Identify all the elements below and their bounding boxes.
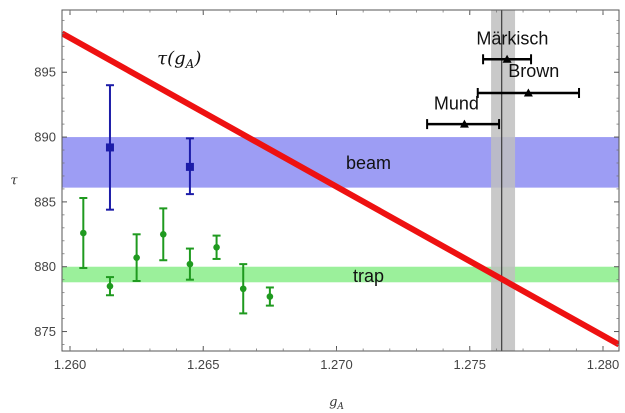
tau-curve-label-sub: A <box>185 57 195 71</box>
x-axis-label: gA <box>329 395 344 412</box>
y-tick-label: 890 <box>34 130 56 145</box>
x-tick-label: 1.260 <box>54 357 87 372</box>
x-tick-label: 1.275 <box>453 357 486 372</box>
trap-point <box>239 285 247 293</box>
beam-point <box>185 162 194 171</box>
tau-curve-label-tail: ) <box>193 48 201 69</box>
y-tick-label: 895 <box>34 65 56 80</box>
trap-point <box>106 282 114 290</box>
beam-band <box>62 137 619 188</box>
y-axis-label: τ <box>10 174 18 189</box>
trap-band-label: trap <box>353 266 384 286</box>
trap-point <box>80 229 87 237</box>
measurement-point <box>459 119 469 128</box>
x-axis-label-main: g <box>329 395 337 410</box>
trap-point <box>186 260 194 268</box>
tau-curve-label-main: τ(g <box>157 48 186 69</box>
plot-frame <box>61 9 620 352</box>
trap-band <box>62 266 619 283</box>
tau-curve-label: τ(gA) <box>157 48 201 71</box>
measurement-point <box>502 54 512 63</box>
measurement-label: Brown <box>508 61 559 81</box>
x-axis-label-sub: A <box>336 402 344 412</box>
trap-point <box>159 231 167 238</box>
axis-ticks: 1.260 1.265 1.270 1.275 1.280 875 880 885 890 895 <box>34 10 619 372</box>
y-tick-label: 875 <box>34 324 56 339</box>
measurement-label: Märkisch <box>476 29 548 49</box>
gA-average-band <box>491 10 516 351</box>
trap-point <box>213 243 220 251</box>
trap-point <box>133 254 140 261</box>
measurement-label: Mund <box>434 93 479 113</box>
trap-point <box>266 293 274 300</box>
tau-curve <box>62 30 619 348</box>
beam-point <box>105 143 114 152</box>
plot-area <box>62 10 619 351</box>
y-tick-label: 885 <box>34 194 56 209</box>
x-tick-label: 1.265 <box>187 357 220 372</box>
beam-band-label: beam <box>346 153 391 173</box>
x-tick-label: 1.280 <box>587 357 620 372</box>
measurement-point <box>523 88 533 97</box>
x-tick-label: 1.270 <box>320 357 353 372</box>
y-tick-label: 880 <box>34 259 56 274</box>
